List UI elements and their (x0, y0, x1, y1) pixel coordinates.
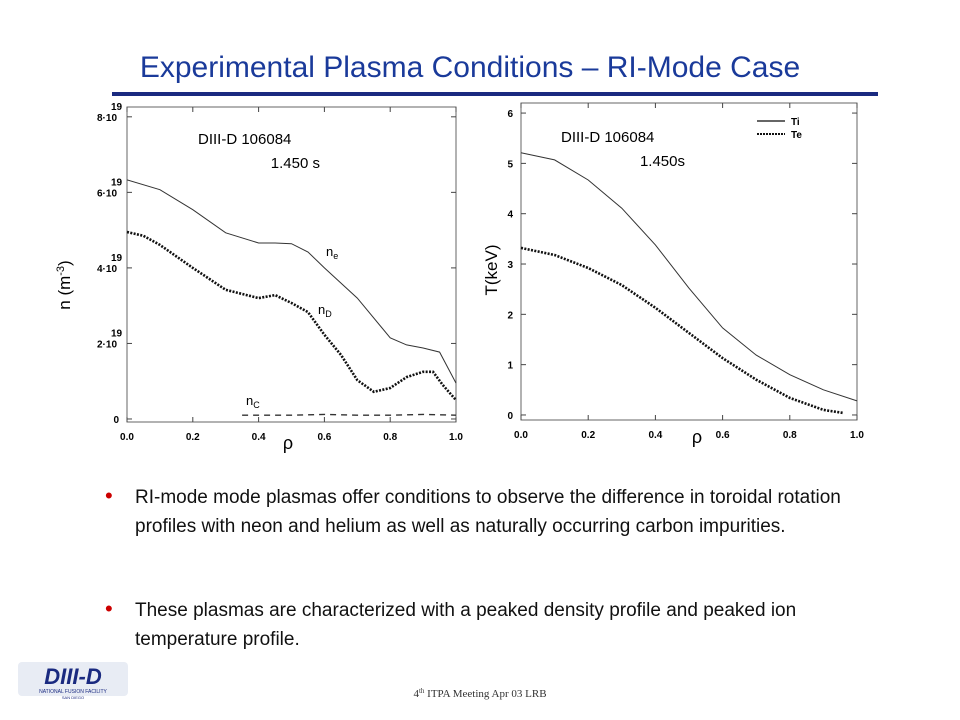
y-tick-label: 2·10 (97, 339, 117, 350)
logo-name: DIII-D (44, 664, 102, 689)
title-rule (112, 92, 878, 96)
footer-text: 4 (413, 688, 419, 700)
annotation-text: n (326, 244, 333, 259)
annotation-text: DIII-D 106084 (561, 129, 654, 146)
x-tick-label: 0.2 (186, 432, 200, 443)
series-line (242, 413, 457, 416)
annotation-text: n (318, 302, 325, 317)
annotation: 1.450s (640, 153, 685, 170)
legend-label: Ti (791, 117, 800, 128)
annotation: 1.450 s (271, 155, 320, 172)
plot-frame (126, 106, 457, 423)
x-tick-label: 0.2 (581, 430, 595, 441)
series-line (520, 152, 858, 402)
series-line (520, 246, 844, 415)
plot-frame (520, 102, 858, 421)
bullet-text: RI-mode mode plasmas offer conditions to… (135, 487, 841, 537)
annotation: nD (318, 302, 332, 319)
logo-bg (18, 662, 128, 696)
annotation-text: n (246, 393, 253, 408)
y-tick-exponent: 19 (111, 328, 123, 339)
y-axis-label-text: n (m (55, 276, 74, 310)
y-tick-exponent: 19 (111, 177, 123, 188)
series-line (126, 179, 457, 384)
legend-label: Te (791, 130, 802, 141)
y-axis-label: n (m-3) (55, 260, 74, 309)
y-tick-label: 4 (507, 210, 513, 221)
y-tick-exponent: 19 (111, 102, 123, 113)
x-tick-label: 0.8 (383, 432, 397, 443)
x-tick-label: 0.0 (514, 430, 528, 441)
bullet: • RI-mode mode plasmas offer conditions t… (105, 483, 841, 537)
y-tick-exponent: 19 (111, 253, 123, 264)
annotation-sub: C (253, 400, 260, 410)
slide-title: Experimental Plasma Conditions – RI-Mode… (140, 51, 800, 84)
y-axis-label: T(keV) (482, 245, 501, 296)
annotation: ne (326, 244, 338, 261)
y-tick-label: 0 (113, 415, 119, 426)
x-tick-label: 0.6 (716, 430, 730, 441)
annotation-text: 1.450s (640, 153, 685, 170)
annotation: DIII-D 106084 (561, 129, 654, 146)
x-tick-label: 0.4 (252, 432, 266, 443)
annotation: nC (246, 393, 260, 410)
y-tick-label: 6 (507, 109, 513, 120)
logo-line: SAN DIEGO (62, 695, 84, 700)
y-axis-label-sup: -3 (55, 266, 67, 276)
bullet: • These plasmas are characterized with a … (105, 596, 797, 650)
annotation-sub: e (333, 251, 338, 261)
y-axis-label-text: ) (55, 260, 74, 266)
x-tick-label: 0.0 (120, 432, 134, 443)
annotation-text: DIII-D 106084 (198, 131, 291, 148)
logo-line: NATIONAL FUSION FACILITY (39, 689, 107, 695)
x-tick-label: 1.0 (850, 430, 864, 441)
x-axis-label: ρ (283, 433, 293, 453)
x-tick-label: 0.4 (648, 430, 662, 441)
footer-text: ITPA Meeting Apr 03 LRB (424, 688, 546, 700)
y-tick-label: 6·10 (97, 188, 117, 199)
y-tick-label: 3 (507, 260, 513, 271)
y-tick-label: 2 (507, 310, 513, 321)
x-axis-label: ρ (692, 427, 702, 447)
annotation-text: 1.450 s (271, 155, 320, 172)
y-axis-label-text: T(keV) (482, 245, 501, 296)
x-tick-label: 1.0 (449, 432, 463, 443)
y-tick-label: 4·10 (97, 264, 117, 275)
x-tick-label: 0.6 (317, 432, 331, 443)
y-tick-label: 1 (507, 361, 513, 372)
logo: DIII-D NATIONAL FUSION FACILITY SAN DIEG… (18, 662, 128, 700)
footer-sup: th (419, 687, 425, 695)
series-line (126, 230, 457, 401)
y-tick-label: 0 (507, 411, 513, 422)
y-tick-label: 8·10 (97, 113, 117, 124)
x-tick-label: 0.8 (783, 430, 797, 441)
bullet-text: These plasmas are characterized with a p… (135, 600, 797, 650)
y-tick-label: 5 (507, 159, 513, 170)
annotation-sub: D (325, 309, 332, 319)
footer: 4th ITPA Meeting Apr 03 LRB (413, 687, 546, 700)
annotation: DIII-D 106084 (198, 131, 291, 148)
